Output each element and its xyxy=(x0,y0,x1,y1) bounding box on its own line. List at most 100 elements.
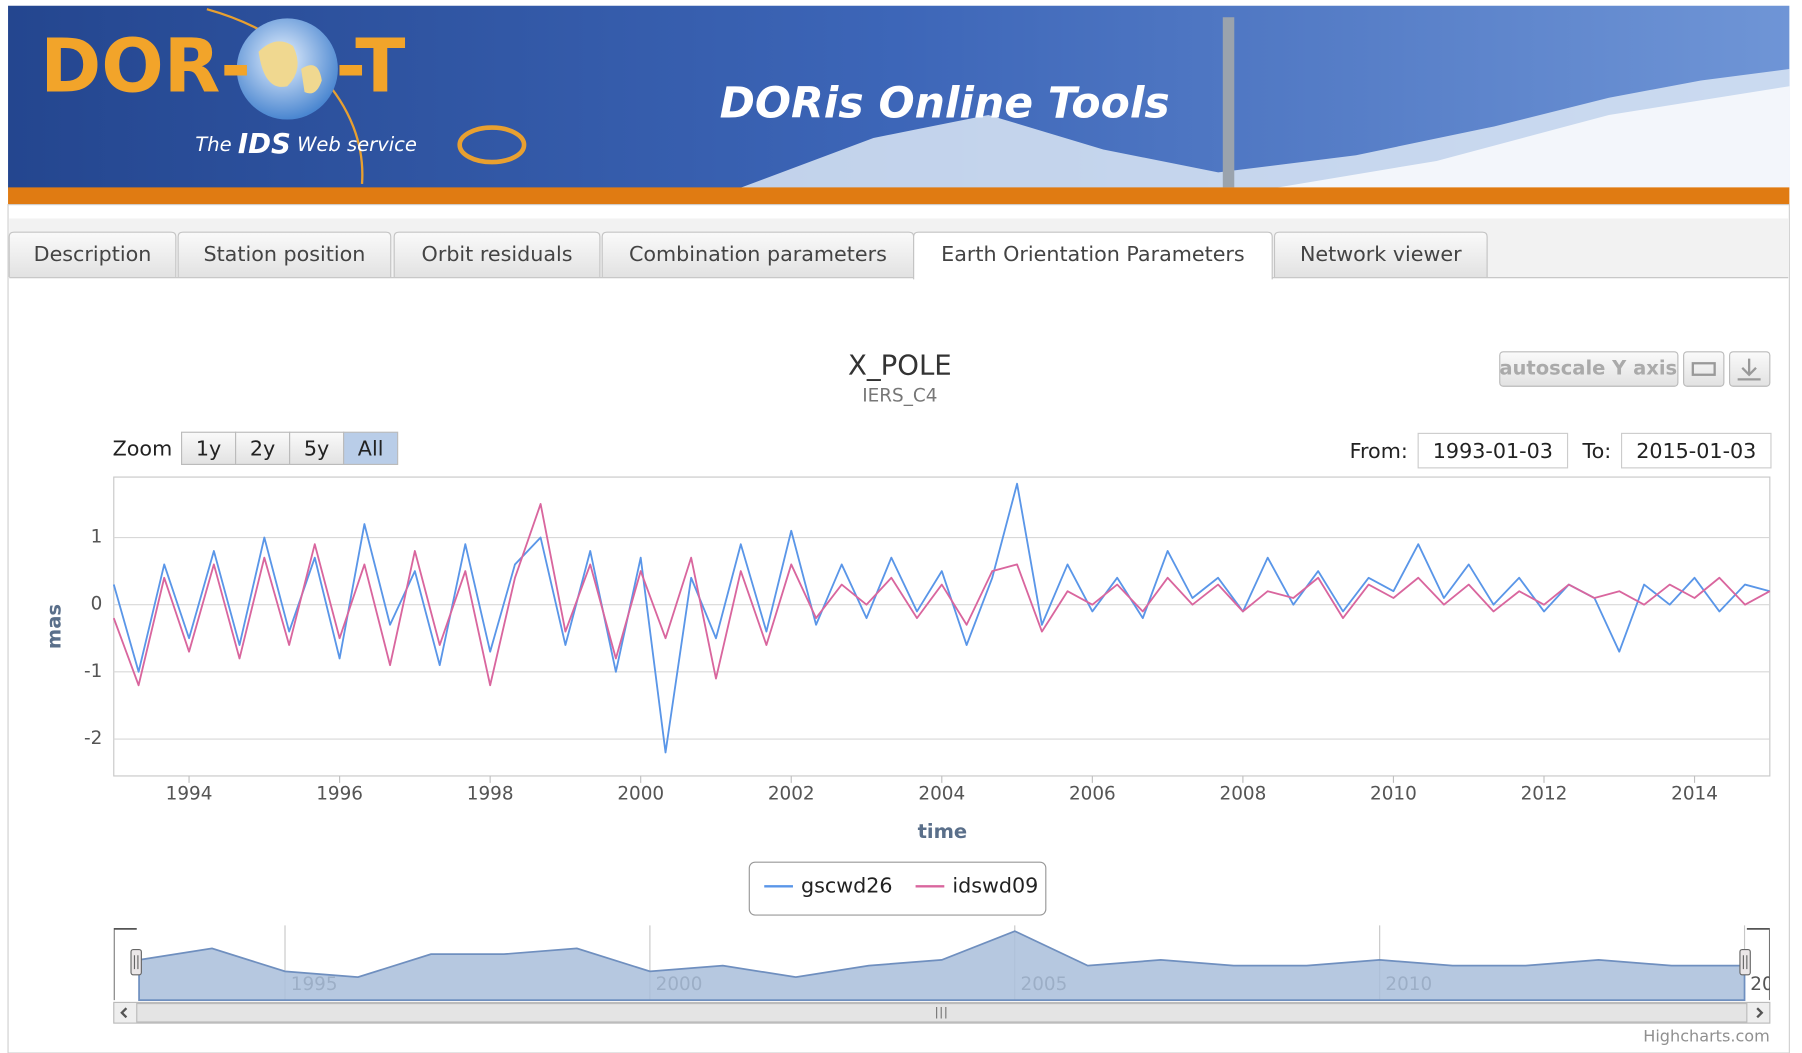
navigator-handle[interactable] xyxy=(1739,948,1751,976)
legend-label: idswd09 xyxy=(952,873,1038,897)
x-tick-label: 2008 xyxy=(1220,783,1267,804)
zoom-bg xyxy=(343,431,399,465)
navigator-area xyxy=(138,930,1746,1001)
from-input[interactable]: 1993-01-03 xyxy=(1417,432,1569,469)
input-value: 2015-01-03 xyxy=(1636,439,1756,463)
zoom-label: 1y xyxy=(196,436,221,460)
x-tick-label: 2010 xyxy=(1370,783,1417,804)
x-tick-label: 1998 xyxy=(467,783,514,804)
to-label: To: xyxy=(1581,439,1611,463)
zoom-label: 2y xyxy=(250,436,275,460)
y-tick-label: -1 xyxy=(84,661,102,682)
tab[interactable]: Description xyxy=(8,231,177,278)
tab-label: Combination parameters xyxy=(629,242,887,266)
zoom-buttons: 1y 2y 5y All xyxy=(181,431,399,465)
tagline-word: The xyxy=(195,132,231,155)
button-bg xyxy=(1683,351,1725,387)
input-box xyxy=(1417,432,1569,469)
orange-bar xyxy=(8,187,1790,205)
handle-grip xyxy=(1742,955,1748,970)
scroll-arrows xyxy=(120,1007,1764,1019)
input-value: 1993-01-03 xyxy=(1433,439,1553,463)
zoom-label: Zoom xyxy=(113,436,173,460)
x-tick-label: 2002 xyxy=(768,783,815,804)
tab-label: Orbit residuals xyxy=(422,242,573,266)
download-icon xyxy=(1737,358,1761,381)
button-bg xyxy=(1499,351,1679,387)
legend-label: gscwd26 xyxy=(801,873,893,897)
y-tick-label: 0 xyxy=(91,594,103,615)
x-axis-label: time xyxy=(918,820,968,843)
zoom-button[interactable]: All xyxy=(343,431,399,465)
site-title: DORis Online Tools xyxy=(720,79,1170,128)
zoom-button[interactable]: 2y xyxy=(235,431,291,465)
y-tick-label: -2 xyxy=(84,728,102,749)
antenna xyxy=(1222,17,1235,188)
tagline: The IDS Web service xyxy=(195,127,417,160)
print-icon xyxy=(1691,362,1716,376)
data-line xyxy=(112,503,1771,687)
tab[interactable]: Network viewer xyxy=(1273,231,1488,278)
tab[interactable]: Earth Orientation Parameters xyxy=(913,231,1273,280)
x-tick-label: 2012 xyxy=(1521,783,1568,804)
print-button[interactable] xyxy=(1683,351,1725,387)
zoom-button[interactable]: 5y xyxy=(289,431,345,465)
handle-body xyxy=(130,948,142,976)
tab-bg xyxy=(8,231,177,278)
tagline-word: IDS xyxy=(238,127,291,160)
x-tick-label: 2000 xyxy=(617,783,664,804)
x-tick-label: 1994 xyxy=(166,783,213,804)
legend-item[interactable]: gscwd26 xyxy=(764,873,893,897)
x-tick-label: 1996 xyxy=(316,783,363,804)
navigator-tick-label: 2015 xyxy=(1750,974,1797,995)
navigator: 19952000200520102015 xyxy=(113,925,1797,1001)
tab-bg xyxy=(1273,231,1488,278)
y-axis-label: mas xyxy=(43,604,66,649)
logo-ring xyxy=(457,125,527,165)
snow xyxy=(1264,86,1790,190)
tab-label: Earth Orientation Parameters xyxy=(941,242,1245,266)
tab-label: Description xyxy=(34,242,152,266)
tabs: Description Station position Orbit residua… xyxy=(8,231,1488,280)
x-tick-label: 2006 xyxy=(1069,783,1116,804)
tab-bg xyxy=(177,231,392,278)
logo-text: -T xyxy=(336,24,406,109)
legend-box xyxy=(748,861,1047,916)
zoom-bg xyxy=(289,431,345,465)
download-button[interactable] xyxy=(1729,351,1771,387)
legend-item[interactable]: idswd09 xyxy=(915,873,1039,897)
tagline-word: Web xyxy=(297,132,341,155)
continents xyxy=(258,41,322,94)
scroll-grip xyxy=(936,1007,947,1019)
to-input[interactable]: 2015-01-03 xyxy=(1620,432,1772,469)
header: DOR- -T The IDS Web service DORis Online… xyxy=(8,5,1790,205)
tab[interactable]: Orbit residuals xyxy=(393,231,601,278)
plot: -2 -1 0 1 1994 1996 1998 2000 2002 2004 2006 2008 20… xyxy=(84,476,1771,916)
navigator-handle[interactable] xyxy=(130,948,142,976)
button-label: autoscale Y axis xyxy=(1499,357,1677,380)
logo-text: DOR- xyxy=(40,24,251,109)
zoom-label: 5y xyxy=(304,436,329,460)
handle-body xyxy=(1739,948,1751,976)
chart-title: X_POLE xyxy=(848,349,952,382)
zoom-label: All xyxy=(358,436,384,460)
tab[interactable]: Station position xyxy=(177,231,392,278)
tab-bg xyxy=(393,231,601,278)
scrollbar[interactable] xyxy=(113,1001,1771,1024)
tab-label: Station position xyxy=(203,242,365,266)
handle-grip xyxy=(133,955,139,970)
x-tick-label: 2004 xyxy=(918,783,965,804)
tagline-word: service xyxy=(347,132,417,155)
tab[interactable]: Combination parameters xyxy=(601,231,915,278)
chart-subtitle: IERS_C4 xyxy=(862,386,937,407)
from-label: From: xyxy=(1350,439,1408,463)
y-tick-label: 1 xyxy=(91,527,103,548)
zoom-button[interactable]: 1y xyxy=(181,431,237,465)
autoscale-button[interactable]: autoscale Y axis xyxy=(1499,351,1679,387)
data-line xyxy=(112,482,1771,754)
input-box xyxy=(1620,432,1772,469)
credits[interactable]: Highcharts.com xyxy=(1643,1026,1770,1045)
zoom-bg xyxy=(181,431,237,465)
